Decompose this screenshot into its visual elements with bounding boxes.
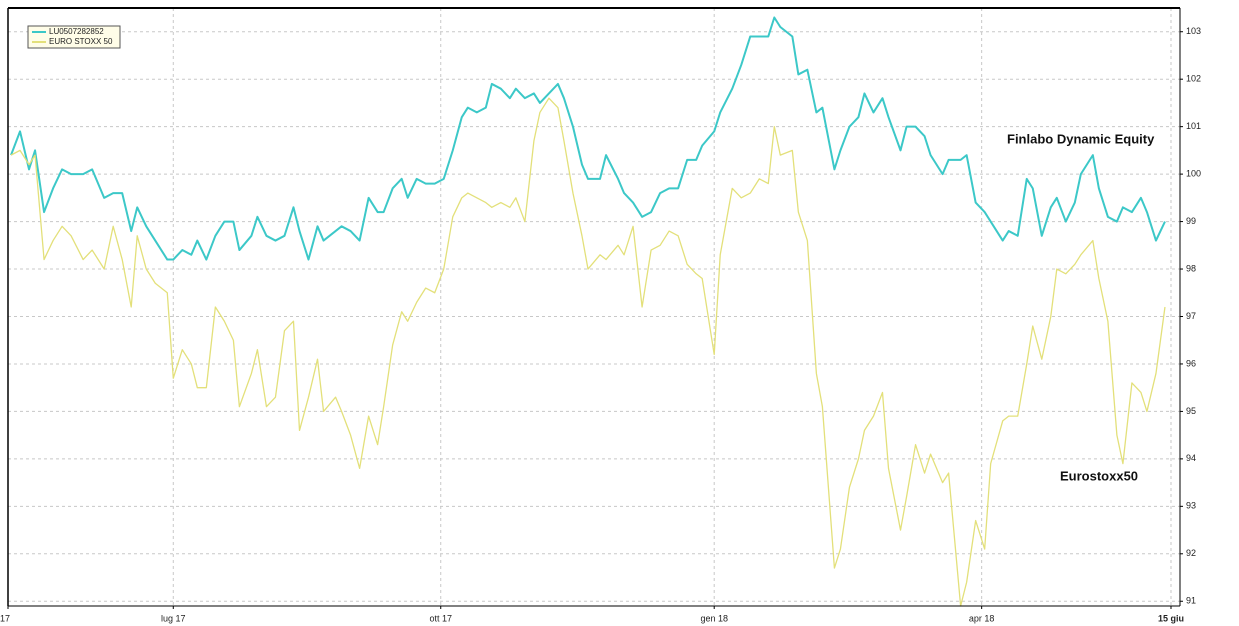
y-tick-label: 96 — [1186, 358, 1196, 368]
x-tick-label: ott 17 — [429, 613, 452, 623]
y-tick-label: 101 — [1186, 121, 1201, 131]
annotation: Eurostoxx50 — [1060, 468, 1138, 483]
y-tick-label: 94 — [1186, 453, 1196, 463]
y-tick-label: 93 — [1186, 501, 1196, 511]
series-line — [10, 97, 1166, 607]
y-tick-label: 91 — [1186, 596, 1196, 606]
series-line — [10, 16, 1166, 261]
y-tick-label: 98 — [1186, 263, 1196, 273]
y-tick-label: 103 — [1186, 26, 1201, 36]
lines — [10, 16, 1166, 607]
x-tick-label: lug 17 — [161, 613, 186, 623]
x-tick-label: 17 — [0, 613, 10, 623]
y-tick-label: 92 — [1186, 548, 1196, 558]
y-tick-label: 102 — [1186, 74, 1201, 84]
annotation: Finlabo Dynamic Equity — [1007, 131, 1155, 146]
x-tick-label: 15 giu — [1158, 613, 1184, 623]
y-tick-label: 97 — [1186, 311, 1196, 321]
y-tick-label: 99 — [1186, 216, 1196, 226]
x-tick-label: gen 18 — [700, 613, 728, 623]
y-tick-label: 100 — [1186, 168, 1201, 178]
legend-box — [27, 25, 121, 49]
y-tick-label: 95 — [1186, 406, 1196, 416]
legend-label: EURO STOXX 50 — [49, 37, 113, 46]
x-tick-label: apr 18 — [969, 613, 995, 623]
legend-label: LU0507282852 — [49, 27, 104, 36]
